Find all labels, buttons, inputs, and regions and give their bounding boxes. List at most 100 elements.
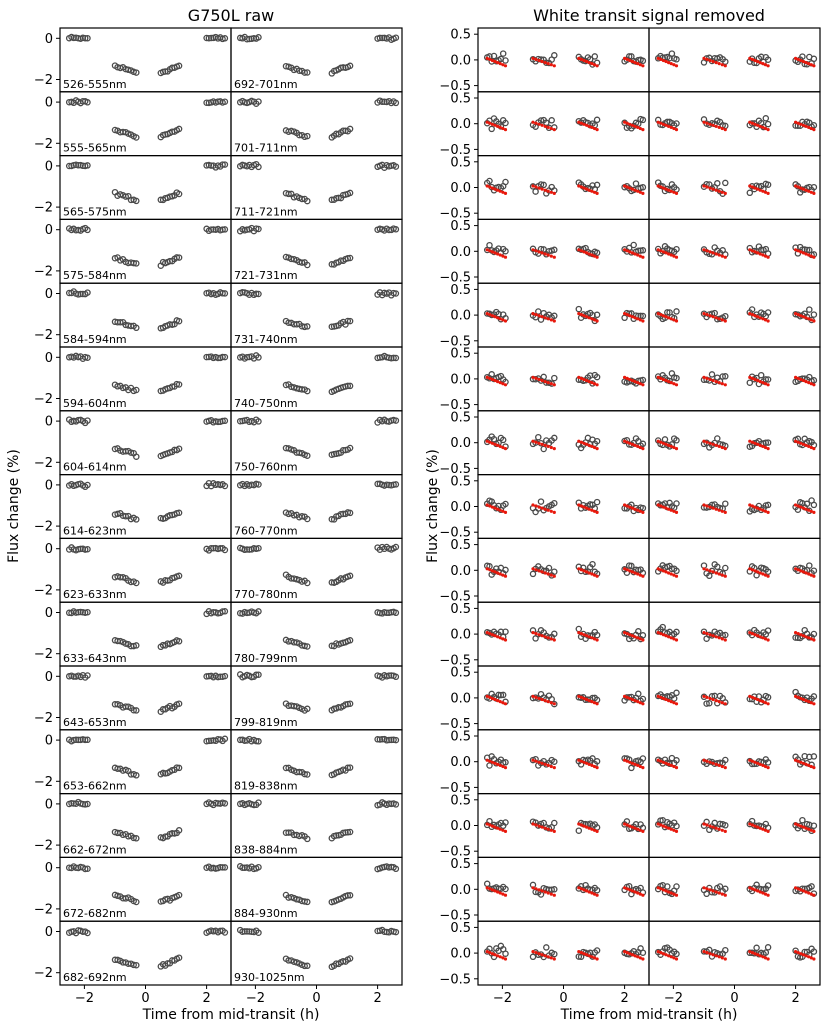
model-point xyxy=(766,893,770,897)
model-point xyxy=(493,251,497,255)
data-point xyxy=(551,246,558,254)
model-point xyxy=(796,695,800,700)
band-label: 692-701nm xyxy=(234,78,298,91)
model-point xyxy=(623,567,627,571)
model-point xyxy=(702,503,706,507)
data-point xyxy=(392,354,400,362)
y-tick-label: −0.5 xyxy=(439,462,471,477)
data-point xyxy=(133,707,140,714)
data-point xyxy=(810,693,818,700)
panel-1-0-4: 0.50.0−0.5 xyxy=(439,282,650,349)
model-point xyxy=(490,122,494,126)
model-point xyxy=(702,312,706,316)
data-point xyxy=(502,950,509,957)
model-point xyxy=(667,507,671,511)
data-point xyxy=(673,308,680,315)
model-point xyxy=(582,760,586,764)
model-point xyxy=(661,696,666,701)
data-point xyxy=(708,888,716,896)
data-point xyxy=(806,562,813,569)
data-point xyxy=(764,882,772,889)
data-point xyxy=(764,694,772,701)
model-point xyxy=(623,631,627,635)
data-point xyxy=(748,306,756,313)
data-point xyxy=(346,254,354,262)
model-point xyxy=(496,252,500,256)
model-point xyxy=(490,824,494,828)
data-point xyxy=(535,308,542,315)
data-point xyxy=(175,445,183,452)
model-point xyxy=(503,255,508,259)
model-point xyxy=(552,447,556,451)
band-label: 721-731nm xyxy=(234,269,298,282)
model-point xyxy=(488,504,492,508)
model-point xyxy=(531,886,535,890)
model-point xyxy=(498,955,502,959)
model-point xyxy=(659,57,663,62)
y-tick-label: 0 xyxy=(45,861,53,876)
band-label: 711-721nm xyxy=(234,205,298,218)
data-point xyxy=(133,579,140,587)
model-point xyxy=(633,61,637,65)
data-point xyxy=(499,691,507,699)
model-point xyxy=(641,383,645,387)
x-tick-label: 2 xyxy=(791,991,799,1006)
model-point xyxy=(496,699,500,703)
model-point xyxy=(493,953,497,957)
y-tick-label: 0.5 xyxy=(450,28,471,43)
model-point xyxy=(705,759,709,763)
model-point xyxy=(534,759,538,763)
data-point xyxy=(84,162,91,169)
data-point xyxy=(346,317,354,325)
panel-1-0-8: 0.50.0−0.5 xyxy=(439,537,650,605)
model-point xyxy=(587,699,591,703)
model-point xyxy=(531,567,535,571)
model-point xyxy=(804,188,808,192)
model-point xyxy=(714,507,718,511)
model-point xyxy=(485,567,489,571)
model-point xyxy=(488,695,492,700)
model-point xyxy=(705,695,709,700)
model-point xyxy=(794,56,798,61)
model-point xyxy=(714,443,718,447)
model-point xyxy=(549,445,553,450)
right-xlabel: Time from mid-transit (h) xyxy=(560,1007,738,1023)
data-point xyxy=(722,631,729,639)
model-point xyxy=(766,510,770,514)
x-tick-label: 2 xyxy=(202,991,210,1006)
data-point xyxy=(593,758,601,765)
model-point xyxy=(585,378,589,383)
model-point xyxy=(804,252,808,256)
model-point xyxy=(501,701,505,705)
y-tick-label: −0.5 xyxy=(439,781,471,796)
model-point xyxy=(748,439,752,443)
panel-1-1-11 xyxy=(648,729,821,795)
model-point xyxy=(702,694,706,699)
data-point xyxy=(714,563,721,571)
model-point xyxy=(549,764,553,769)
data-point xyxy=(376,34,384,42)
model-point xyxy=(534,57,538,62)
y-tick-label: 0.5 xyxy=(450,347,471,362)
model-point xyxy=(636,955,640,959)
model-point xyxy=(543,61,547,65)
model-point xyxy=(488,121,492,125)
y-tick-label: 0 xyxy=(45,797,53,812)
data-point xyxy=(304,323,311,330)
model-point xyxy=(498,572,502,576)
data-point xyxy=(298,513,306,520)
model-point xyxy=(540,697,544,702)
y-tick-label: 0.5 xyxy=(450,411,471,426)
panel-0-1-1: 701-711nm xyxy=(230,91,403,157)
model-point xyxy=(503,829,508,834)
data-point xyxy=(133,324,140,332)
data-point xyxy=(376,736,384,743)
model-point xyxy=(708,250,712,254)
model-point xyxy=(799,505,803,509)
model-point xyxy=(720,254,724,258)
data-point xyxy=(175,509,183,517)
model-point xyxy=(582,888,586,892)
model-point xyxy=(702,56,706,61)
model-point xyxy=(590,700,594,704)
data-point xyxy=(746,379,754,386)
